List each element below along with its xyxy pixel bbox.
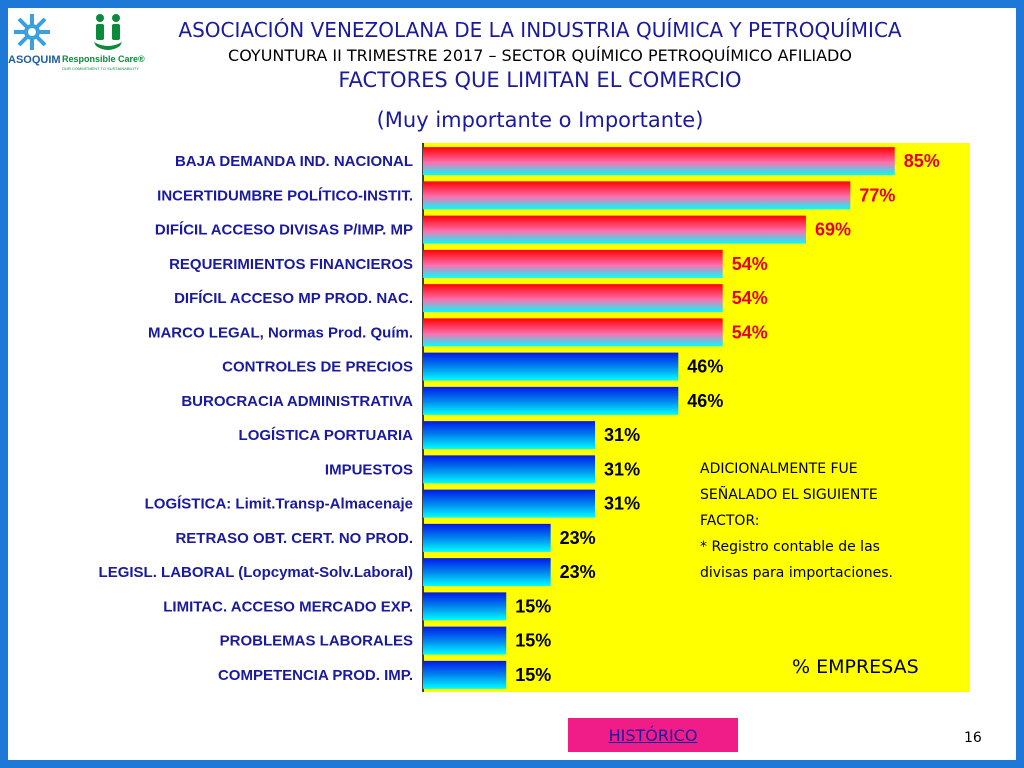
value-label: 54% xyxy=(732,254,768,274)
bar xyxy=(423,421,596,450)
note-line: ADICIONALMENTE FUE xyxy=(700,461,858,477)
responsible-care-logo-icon xyxy=(94,14,122,50)
bar xyxy=(423,523,551,552)
note-line: SEÑALADO EL SIGUIENTE xyxy=(700,487,878,503)
bar xyxy=(423,592,507,621)
value-label: 15% xyxy=(515,665,551,685)
value-label: 15% xyxy=(515,631,551,651)
bar xyxy=(423,147,895,176)
note-line: * Registro contable de las xyxy=(700,539,880,555)
category-label: INCERTIDUMBRE POLÍTICO-INSTIT. xyxy=(157,187,413,204)
category-label: LEGISL. LABORAL (Lopcymat-Solv.Laboral) xyxy=(99,564,413,581)
bar xyxy=(423,352,679,381)
organization-title: ASOCIACIÓN VENEZOLANA DE LA INDUSTRIA QU… xyxy=(178,18,902,42)
value-label: 31% xyxy=(604,494,640,514)
value-label: 85% xyxy=(904,151,940,171)
bar xyxy=(423,181,851,210)
category-label: LIMITAC. ACCESO MERCADO EXP. xyxy=(163,598,413,615)
bar xyxy=(423,318,723,347)
category-label: PROBLEMAS LABORALES xyxy=(220,633,413,650)
category-label: IMPUESTOS xyxy=(325,461,413,478)
note-line: divisas para importaciones. xyxy=(700,565,894,581)
section-qualifier: (Muy importante o Importante) xyxy=(376,108,704,132)
units-label: % EMPRESAS xyxy=(792,656,919,678)
bar xyxy=(423,489,596,518)
bar xyxy=(423,284,723,313)
value-label: 31% xyxy=(604,425,640,445)
bar xyxy=(423,660,507,689)
value-label: 46% xyxy=(687,357,723,377)
bar xyxy=(423,455,596,484)
category-label: BAJA DEMANDA IND. NACIONAL xyxy=(175,153,413,170)
category-label: DIFÍCIL ACCESO DIVISAS P/IMP. MP xyxy=(155,222,413,239)
historico-button[interactable]: HISTÓRICO xyxy=(568,718,738,752)
value-label: 69% xyxy=(815,220,851,240)
bar xyxy=(423,626,507,655)
value-label: 23% xyxy=(560,528,596,548)
category-label: LOGÍSTICA: Limit.Transp-Almacenaje xyxy=(145,496,413,513)
report-subtitle: COYUNTURA II TRIMESTRE 2017 – SECTOR QUÍ… xyxy=(228,46,852,65)
value-label: 15% xyxy=(515,596,551,616)
category-label: LOGÍSTICA PORTUARIA xyxy=(239,427,414,444)
additional-factor-note: ADICIONALMENTE FUE SEÑALADO EL SIGUIENTE… xyxy=(700,456,950,586)
value-label: 54% xyxy=(732,322,768,342)
responsible-care-tagline: OUR COMMITMENT TO SUSTAINABILITY xyxy=(62,66,140,71)
asoquim-wordmark: ASOQUIM xyxy=(8,54,61,66)
value-label: 31% xyxy=(604,459,640,479)
category-label: DIFÍCIL ACCESO MP PROD. NAC. xyxy=(174,290,413,307)
bar xyxy=(423,558,551,587)
asoquim-logo-icon xyxy=(14,14,122,50)
value-label: 46% xyxy=(687,391,723,411)
responsible-care-wordmark: Responsible Care® xyxy=(62,54,145,64)
category-label: BUROCRACIA ADMINISTRATIVA xyxy=(181,393,413,410)
bar xyxy=(423,249,723,278)
logos: ASOQUIM Responsible Care® OUR COMMITMENT… xyxy=(8,8,158,74)
category-label: REQUERIMIENTOS FINANCIEROS xyxy=(169,256,413,273)
value-label: 23% xyxy=(560,562,596,582)
category-label: COMPETENCIA PROD. IMP. xyxy=(218,667,413,684)
category-label: CONTROLES DE PRECIOS xyxy=(222,359,413,376)
category-label: RETRASO OBT. CERT. NO PROD. xyxy=(175,530,413,547)
bar xyxy=(423,215,806,244)
value-label: 54% xyxy=(732,288,768,308)
page-number: 16 xyxy=(964,730,982,746)
value-label: 77% xyxy=(859,185,895,205)
note-line: FACTOR: xyxy=(700,513,760,529)
category-label: MARCO LEGAL, Normas Prod. Quím. xyxy=(148,324,413,341)
section-title: FACTORES QUE LIMITAN EL COMERCIO xyxy=(338,68,742,92)
bar xyxy=(423,386,679,415)
